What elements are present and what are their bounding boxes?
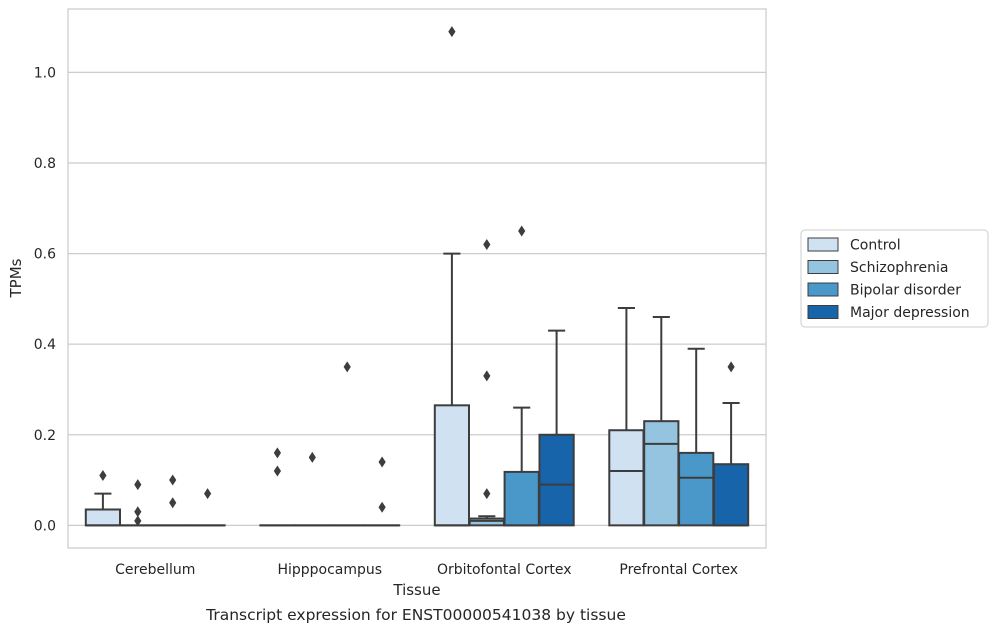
- legend-label-1: Schizophrenia: [850, 260, 948, 276]
- x-tick-label-3: Prefrontal Cortex: [619, 562, 738, 578]
- box-body: [608, 429, 645, 527]
- legend-swatch-1: [807, 260, 839, 274]
- legend-swatch-3: [807, 305, 839, 319]
- outlier-point-2: [483, 239, 491, 251]
- box-2-0: [154, 474, 191, 527]
- x-tick-labels: Cerebellum Hipppocampus Orbitofontal Corte…: [115, 562, 738, 578]
- legend-label-2: Bipolar disorder: [850, 283, 961, 299]
- box-body: [678, 451, 715, 527]
- outlier-point-0: [378, 501, 386, 513]
- box-body: [643, 420, 680, 527]
- box-0-2: [433, 26, 471, 527]
- outlier-point-1: [273, 447, 281, 459]
- box-body: [433, 404, 471, 527]
- x-axis-title: Tissue: [392, 581, 440, 599]
- outlier-point-0: [273, 465, 281, 477]
- outlier-point-0: [99, 470, 107, 482]
- legend-swatch-2: [807, 282, 839, 297]
- outlier-point-2: [134, 479, 142, 491]
- box-3-1: [363, 456, 401, 527]
- y-tick-labels: 0.0 0.2 0.4 0.6 0.8 1.0: [34, 65, 56, 534]
- legend-label-0: Control: [850, 238, 901, 254]
- outlier-point-1: [134, 506, 142, 518]
- legend-label-3: Major depression: [850, 305, 970, 321]
- box-body: [468, 517, 505, 527]
- outlier-point-0: [308, 451, 316, 463]
- x-tick-label-0: Cerebellum: [115, 562, 195, 578]
- chart-caption: Transcript expression for ENST0000054103…: [206, 606, 626, 624]
- outlier-point-0: [448, 26, 456, 38]
- y-tick-label-5: 1.0: [34, 65, 56, 81]
- boxes-layer: [84, 26, 750, 527]
- outlier-point-0: [483, 488, 491, 500]
- outlier-point-0: [134, 515, 142, 527]
- box-2-3: [678, 347, 715, 527]
- plot-frame: [67, 8, 767, 549]
- box-body: [84, 508, 122, 527]
- box-3-0: [189, 488, 226, 527]
- outlier-point-0: [343, 361, 351, 373]
- box-0-3: [608, 306, 645, 527]
- outlier-point-1: [378, 456, 386, 468]
- legend-swatch-0: [807, 237, 839, 252]
- y-tick-label-2: 0.4: [34, 337, 56, 353]
- y-axis-title: TPMs: [7, 258, 25, 298]
- box-1-2: [468, 239, 505, 527]
- y-tick-label-3: 0.6: [34, 247, 56, 263]
- x-tick-label-1: Hipppocampus: [277, 562, 382, 578]
- box-1-0: [119, 479, 156, 527]
- y-tick-label-4: 0.8: [34, 156, 56, 172]
- outlier-point-1: [169, 474, 177, 486]
- box-3-2: [538, 329, 575, 527]
- outlier-point-0: [727, 361, 735, 373]
- y-tick-label-0: 0.0: [34, 518, 56, 534]
- box-0-0: [84, 470, 122, 527]
- outlier-point-0: [518, 225, 526, 237]
- box-1-3: [643, 316, 680, 527]
- outlier-point-0: [204, 488, 212, 500]
- legend-frame: [800, 229, 989, 328]
- box-body: [503, 470, 540, 527]
- box-body: [712, 463, 750, 527]
- box-body: [538, 433, 575, 527]
- legend: Control Schizophrenia Bipolar disorder Majo…: [800, 229, 989, 328]
- box-3-3: [712, 361, 750, 527]
- x-tick-label-2: Orbitofontal Cortex: [437, 562, 572, 578]
- outlier-point-1: [483, 370, 491, 382]
- y-tick-label-1: 0.2: [34, 428, 56, 444]
- outlier-point-0: [169, 497, 177, 509]
